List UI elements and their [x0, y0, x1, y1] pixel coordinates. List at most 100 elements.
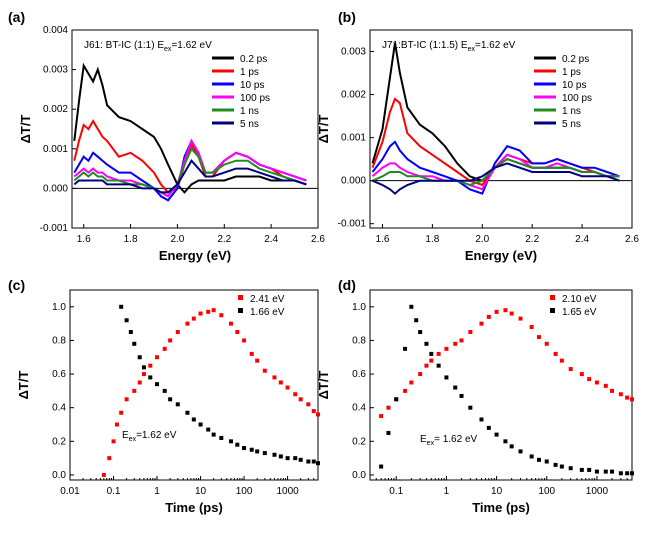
p0-legend-label-5: 5 ns — [240, 119, 259, 130]
p2-series0-point-11 — [162, 346, 167, 351]
panel-label-a: (a) — [8, 9, 25, 25]
p0-xtick-label-0: 1.6 — [77, 234, 91, 245]
p1-xtick-label-4: 2.4 — [575, 234, 589, 245]
p3-series1-point-17 — [503, 439, 508, 444]
p2-ytick-label-1: 0.2 — [52, 436, 66, 447]
p2-series0-point-25 — [262, 368, 267, 373]
p2-series0-point-7 — [137, 380, 142, 385]
p1-series-line-5 — [372, 162, 620, 195]
p3-series0-point-14 — [486, 314, 491, 319]
p2-series0-point-1 — [107, 456, 112, 461]
p2-series1-point-19 — [242, 446, 247, 451]
p1-annotation: J71:BT-IC (1:1.5) Eex=1.62 eV — [382, 40, 516, 53]
p0-annotation: J61: BT-IC (1:1) Eex=1.62 eV — [84, 40, 212, 53]
p3-series0-point-27 — [594, 380, 599, 385]
p2-series1-point-29 — [311, 459, 316, 464]
p0-ytick-label-5: 0.004 — [43, 25, 68, 36]
p0-xtick-label-4: 2.4 — [264, 234, 278, 245]
p1-legend-label-2: 10 ps — [562, 80, 586, 91]
p3-series1-point-19 — [518, 449, 523, 454]
p2-series0-point-18 — [211, 308, 216, 313]
p3-series0-point-26 — [587, 377, 592, 382]
p0-legend-label-0: 0.2 ps — [240, 54, 267, 65]
p0-plot-frame — [71, 29, 319, 229]
p0-series-line-0 — [73, 62, 307, 194]
p1-legend-label-5: 5 ns — [562, 119, 581, 130]
p3-series1-point-16 — [494, 432, 499, 437]
p3-ytick-label-3: 0.6 — [352, 369, 366, 380]
p3-series0-point-10 — [453, 341, 458, 346]
p2-series0-point-26 — [272, 375, 277, 380]
p3-series1-point-13 — [468, 405, 473, 410]
p2-xtick-label-1: 0.1 — [107, 486, 121, 497]
p3-series1-point-22 — [544, 459, 549, 464]
p3-series0-point-32 — [630, 397, 634, 402]
p2-series1-point-21 — [255, 449, 260, 454]
p1-legend-label-0: 0.2 ps — [562, 54, 589, 65]
p3-series1-point-26 — [579, 467, 584, 472]
p3-series1-point-4 — [409, 304, 414, 309]
p3-series1-point-23 — [553, 462, 558, 467]
p2-xtick-label-5: 1000 — [276, 486, 299, 497]
p3-series1-point-31 — [618, 471, 623, 476]
p2-series0-point-10 — [155, 355, 160, 360]
p1-ylabel: ΔT/T — [316, 115, 331, 144]
p1-series-line-2 — [371, 140, 620, 195]
p3-series1-point-25 — [568, 466, 573, 471]
p3-series0-point-30 — [618, 392, 623, 397]
p2-series1-point-22 — [262, 451, 267, 456]
p3-ylabel: ΔT/T — [316, 371, 331, 400]
p3-xtick-label-3: 100 — [538, 486, 555, 497]
p2-ytick-label-2: 0.4 — [52, 403, 66, 414]
p3-series1-point-12 — [459, 393, 464, 398]
p3-series0-point-28 — [603, 383, 608, 388]
p0-series-line-3 — [73, 138, 307, 198]
p2-series1-point-20 — [249, 447, 254, 452]
p3-series0-point-16 — [503, 308, 508, 313]
p3-ytick-label-2: 0.4 — [352, 403, 366, 414]
p3-series1-point-9 — [436, 363, 441, 368]
p0-series-line-5 — [73, 159, 307, 194]
p2-series0-point-28 — [285, 385, 290, 390]
p1-ytick-label-2: 0.001 — [341, 133, 366, 144]
p3-series1-point-27 — [587, 467, 592, 472]
p2-ytick-label-5: 1.0 — [52, 302, 66, 313]
p3-series0-point-20 — [536, 335, 541, 340]
p2-series1-point-15 — [211, 432, 216, 437]
p2-series0-point-31 — [306, 402, 311, 407]
p2-series0-point-0 — [101, 472, 106, 477]
p1-legend-label-3: 100 ps — [562, 93, 592, 104]
p3-ytick-label-4: 0.8 — [352, 335, 366, 346]
p3-legend-swatch-0 — [550, 295, 555, 300]
p2-series1-point-0 — [119, 304, 124, 309]
p1-legend-label-1: 1 ps — [562, 67, 581, 78]
p2-series0-point-21 — [235, 330, 240, 335]
p3-series0-point-18 — [518, 316, 523, 321]
p3-series1-point-30 — [610, 469, 615, 474]
p3-series1-point-28 — [594, 469, 599, 474]
p0-ytick-label-0: -0.001 — [40, 223, 69, 234]
p3-series1-point-29 — [603, 469, 608, 474]
p2-series1-point-23 — [272, 452, 277, 457]
p2-series0-point-32 — [311, 409, 316, 414]
panel-label-c: (c) — [8, 277, 25, 293]
p0-ytick-label-1: 0.000 — [43, 183, 68, 194]
p3-series1-point-7 — [424, 341, 429, 346]
p3-legend-swatch-1 — [550, 308, 555, 313]
p0-ytick-label-2: 0.001 — [43, 144, 68, 155]
p2-xtick-label-2: 1 — [154, 486, 160, 497]
p2-series0-point-8 — [141, 372, 146, 377]
p2-series0-point-6 — [132, 388, 137, 393]
p3-series0-point-7 — [429, 358, 434, 363]
p2-series0-point-30 — [298, 397, 303, 402]
p3-series0-point-0 — [379, 414, 384, 419]
p2-series1-point-13 — [198, 422, 203, 427]
p3-series0-point-5 — [418, 372, 423, 377]
p2-legend-label-1: 1.66 eV — [250, 307, 285, 318]
p3-series1-point-33 — [630, 471, 634, 476]
p2-series1-point-4 — [137, 355, 142, 360]
p3-series1-point-32 — [625, 471, 630, 476]
p3-series1-point-24 — [559, 464, 564, 469]
p3-ytick-label-0: 0.0 — [352, 470, 366, 481]
p2-series1-point-27 — [298, 457, 303, 462]
